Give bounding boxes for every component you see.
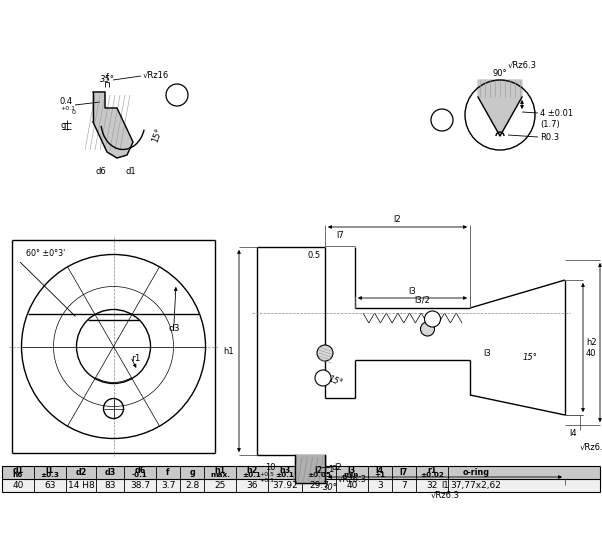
Text: +0.5: +0.5 <box>259 473 274 478</box>
Text: d2: d2 <box>332 463 343 472</box>
Circle shape <box>166 84 188 106</box>
Text: √Rz6.3: √Rz6.3 <box>508 61 537 69</box>
Text: f: f <box>166 468 170 477</box>
Text: h1: h1 <box>214 465 226 475</box>
Text: Z: Z <box>438 115 446 125</box>
Text: 32: 32 <box>426 481 438 490</box>
Text: Y: Y <box>173 90 181 100</box>
Text: +1: +1 <box>374 473 385 479</box>
Text: R0.3: R0.3 <box>540 132 559 142</box>
Text: r1: r1 <box>427 465 436 475</box>
Circle shape <box>431 109 453 131</box>
Text: 90°: 90° <box>492 68 507 78</box>
Text: 15°: 15° <box>326 374 344 388</box>
Text: d1: d1 <box>126 167 136 177</box>
Text: 63: 63 <box>45 481 56 490</box>
Text: d1: d1 <box>13 465 23 475</box>
Text: 40: 40 <box>586 349 597 358</box>
Text: 25: 25 <box>214 481 226 490</box>
Text: g: g <box>60 121 66 131</box>
Text: l7: l7 <box>400 468 408 477</box>
Text: 3: 3 <box>377 481 383 490</box>
Text: h2: h2 <box>246 465 258 475</box>
Text: l2: l2 <box>315 465 323 475</box>
Text: 37.92: 37.92 <box>272 481 298 490</box>
Text: ±0.05: ±0.05 <box>307 473 331 479</box>
Text: l1: l1 <box>441 480 449 490</box>
Polygon shape <box>93 92 133 158</box>
Text: √Rz6.3: √Rz6.3 <box>430 491 459 499</box>
Text: √Rz16: √Rz16 <box>143 71 169 79</box>
Text: 15°: 15° <box>150 126 164 143</box>
Text: Z: Z <box>429 315 436 323</box>
Text: √Rz6.3: √Rz6.3 <box>580 443 602 451</box>
Text: d6: d6 <box>134 465 146 475</box>
Text: ±0.1: ±0.1 <box>276 473 294 479</box>
Text: f: f <box>105 73 108 83</box>
Text: d3: d3 <box>169 324 180 333</box>
Text: -0.1: -0.1 <box>132 473 148 479</box>
Text: 36: 36 <box>246 481 258 490</box>
Text: r1: r1 <box>131 354 141 363</box>
Polygon shape <box>478 80 522 136</box>
Text: d2: d2 <box>75 468 87 477</box>
Circle shape <box>317 345 333 361</box>
Text: 10: 10 <box>265 463 276 472</box>
Text: l3: l3 <box>409 287 417 295</box>
Text: 40: 40 <box>12 481 23 490</box>
Text: h1: h1 <box>223 346 234 356</box>
Text: min.: min. <box>343 473 361 479</box>
Text: 0: 0 <box>71 110 75 115</box>
Text: +0.1: +0.1 <box>60 106 75 110</box>
Text: h2: h2 <box>586 338 597 347</box>
Text: 15°: 15° <box>523 353 538 363</box>
Text: 0.4: 0.4 <box>60 97 73 107</box>
Text: d3: d3 <box>104 468 116 477</box>
Text: l4: l4 <box>569 428 577 438</box>
Text: 60° ±0°3': 60° ±0°3' <box>26 249 65 259</box>
Text: l3: l3 <box>348 465 356 475</box>
Text: l2: l2 <box>394 216 402 224</box>
Text: 35°: 35° <box>99 75 114 84</box>
Text: 38.7: 38.7 <box>130 481 150 490</box>
Polygon shape <box>295 455 325 483</box>
Text: l7: l7 <box>336 230 344 240</box>
Text: l4: l4 <box>376 465 384 475</box>
Text: 4 ±0.01: 4 ±0.01 <box>540 108 573 118</box>
Circle shape <box>315 370 331 386</box>
Circle shape <box>424 311 441 327</box>
Text: l1: l1 <box>46 465 54 475</box>
Bar <box>2 466 600 479</box>
Text: Y: Y <box>320 374 326 382</box>
Text: 2.8: 2.8 <box>185 481 199 490</box>
Circle shape <box>421 322 435 336</box>
Text: √Rz6.3: √Rz6.3 <box>338 474 367 484</box>
Text: ±0.3: ±0.3 <box>40 473 60 479</box>
Text: o-ring: o-ring <box>462 468 489 477</box>
Text: (1.7): (1.7) <box>540 120 560 130</box>
Text: 3.7: 3.7 <box>161 481 175 490</box>
Text: g: g <box>189 468 195 477</box>
Text: l3: l3 <box>483 348 491 358</box>
Text: 83: 83 <box>104 481 116 490</box>
Text: 29.7: 29.7 <box>309 481 329 490</box>
Text: 40: 40 <box>346 481 358 490</box>
Text: ±0.1: ±0.1 <box>243 473 261 479</box>
Text: d6: d6 <box>96 167 107 177</box>
Text: 37,77x2,62: 37,77x2,62 <box>450 481 501 490</box>
Text: 0.5: 0.5 <box>308 251 321 259</box>
Text: +0.1: +0.1 <box>259 478 274 482</box>
Bar <box>2 479 600 492</box>
Text: 30°: 30° <box>323 484 338 492</box>
Text: max.: max. <box>210 473 230 479</box>
Text: 1: 1 <box>328 464 334 474</box>
Text: 14 H8: 14 H8 <box>67 481 95 490</box>
Text: h6: h6 <box>13 473 23 479</box>
Text: 7: 7 <box>401 481 407 490</box>
Text: l3/2: l3/2 <box>415 295 430 305</box>
Text: ±0.02: ±0.02 <box>420 473 444 479</box>
Text: h3: h3 <box>279 465 291 475</box>
